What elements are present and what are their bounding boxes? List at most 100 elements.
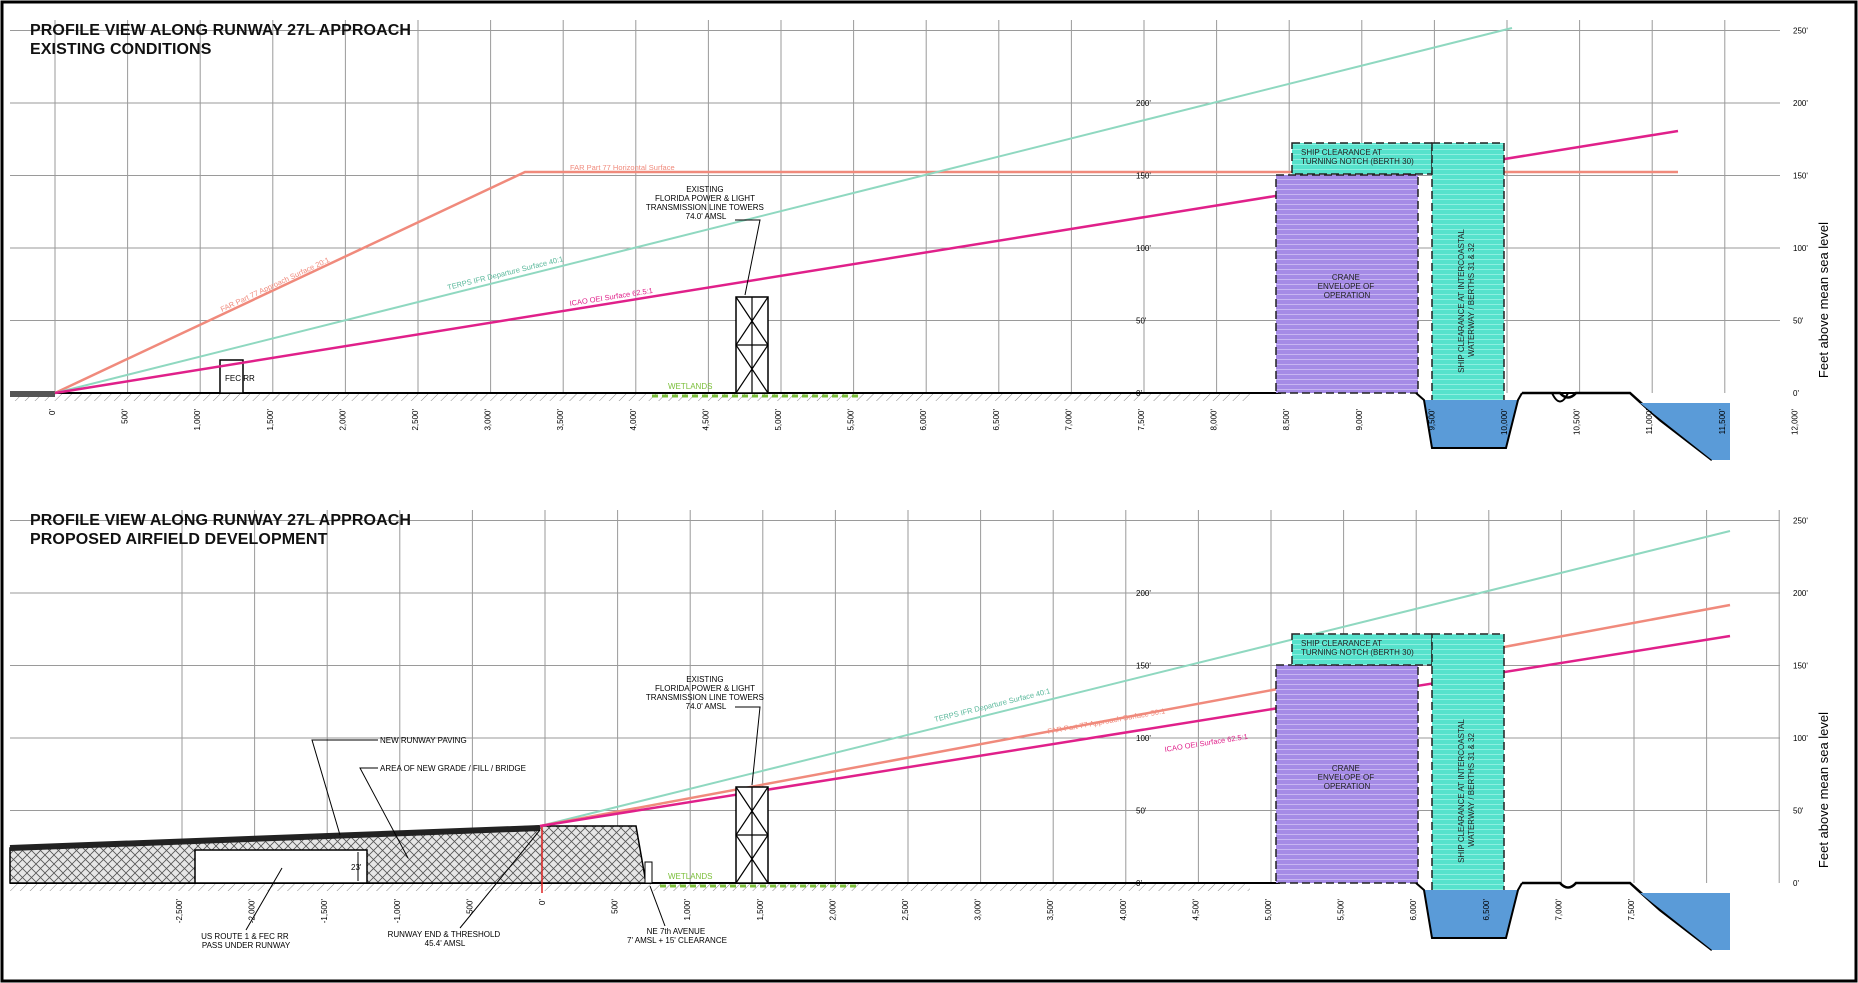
x-tick-label: 1,000': [683, 899, 692, 921]
mid-y-tick-label: 100': [1136, 734, 1151, 743]
x-tick-label: 4,500': [1191, 899, 1200, 921]
top-crane-envelope: [1275, 174, 1419, 394]
x-tick-label: 10,000': [1500, 409, 1509, 435]
bottom-ship-notch-label: SHIP CLEARANCE AT TURNING NOTCH (BERTH 3…: [1301, 639, 1414, 657]
top-ship-intercoastal: [1431, 142, 1505, 436]
x-tick-label: 1,000': [193, 409, 202, 431]
top-ship-notch-label: SHIP CLEARANCE AT TURNING NOTCH (BERTH 3…: [1301, 148, 1414, 166]
bottom-terps-surface: [539, 530, 1731, 827]
x-tick-label: 6,500': [992, 409, 1001, 431]
bottom-title-line2: PROPOSED AIRFIELD DEVELOPMENT: [30, 531, 328, 548]
top-panel: FEC RR FAR Part 77 Horizontal Surface FA…: [10, 20, 1831, 461]
top-tower-leader: [735, 219, 761, 296]
x-tick-label: 2,000': [338, 409, 347, 431]
bottom-tower-callout: EXISTING FLORIDA POWER & LIGHT TRANSMISS…: [646, 675, 766, 711]
x-tick-label: 500': [121, 409, 130, 424]
x-tick-label: 4,500': [701, 409, 710, 431]
x-tick-label: -1,000': [393, 899, 402, 924]
x-tick-label: -2,000': [248, 899, 257, 924]
bottom-x-ticks: -2,500' -2,000' -1,500' -1,000' -500' 0' 500' 1…: [175, 899, 1636, 924]
x-tick-label: -1,500': [320, 899, 329, 924]
y-tick-label: 250': [1793, 27, 1808, 36]
y-tick-label: 0': [1793, 389, 1799, 398]
bottom-title-line1: PROFILE VIEW ALONG RUNWAY 27L APPROACH: [30, 512, 412, 529]
bottom-wetlands-label: WETLANDS: [668, 872, 712, 881]
x-tick-label: 12,000': [1790, 409, 1799, 435]
x-tick-label: 11,000': [1645, 409, 1654, 435]
mid-y-tick-label: 0': [1136, 879, 1142, 888]
bottom-new-runway-paving: [9, 825, 541, 851]
mid-y-tick-label: 200': [1136, 589, 1151, 598]
bottom-crane-label: CRANE ENVELOPE OF OPERATION: [1318, 764, 1377, 791]
y-tick-label: 50': [1793, 807, 1804, 816]
x-tick-label: 9,000': [1355, 409, 1364, 431]
x-tick-label: 3,000': [974, 899, 983, 921]
top-ground-hatch: [10, 393, 1250, 401]
bottom-rwy-end-leader: [459, 829, 541, 929]
top-fec-rr-label: FEC RR: [225, 374, 255, 383]
bottom-ship-intercoastal-label: SHIP CLEARANCE AT INTERCOASTAL WATERWAY …: [1457, 717, 1476, 863]
x-tick-label: 1,500': [756, 899, 765, 921]
mid-y-tick-label: 50': [1136, 317, 1147, 326]
top-crane-label: CRANE ENVELOPE OF OPERATION: [1318, 273, 1377, 300]
bottom-ship-intercoastal: [1431, 633, 1505, 925]
x-tick-label: 5,000': [774, 409, 783, 431]
mid-y-tick-label: 200': [1136, 99, 1151, 108]
top-icao-label: ICAO OEI Surface 62.5:1: [569, 286, 654, 308]
mid-y-tick-label: 0': [1136, 389, 1142, 398]
bottom-grid: [10, 510, 1780, 883]
x-tick-label: 6,000': [1409, 899, 1418, 921]
bottom-tower-leader: [735, 706, 761, 786]
x-tick-label: 6,000': [919, 409, 928, 431]
top-transmission-tower: [735, 296, 769, 394]
bottom-new-grade-label: AREA OF NEW GRADE / FILL / BRIDGE: [380, 764, 526, 773]
top-channel-water: [1424, 400, 1518, 448]
top-terps-label: TERPS IFR Departure Surface 40:1: [446, 254, 564, 292]
bottom-ne7th-bridge: [644, 861, 653, 884]
bottom-y-axis-label: Feet above mean sea level: [1816, 712, 1831, 868]
y-tick-label: 50': [1793, 317, 1804, 326]
top-x-ticks: 0' 500' 1,000' 1,500' 2,000' 2,500' 3,000' 3,50…: [48, 409, 1799, 435]
mid-y-tick-label: 150': [1136, 662, 1151, 671]
bottom-new-paving-label: NEW RUNWAY PAVING: [380, 736, 467, 745]
x-tick-label: -2,500': [175, 899, 184, 924]
bottom-channel-outline: [1415, 882, 1523, 939]
bottom-terps-label: TERPS IFR Departure Surface 40:1: [933, 686, 1051, 724]
top-y-axis-label: Feet above mean sea level: [1816, 222, 1831, 378]
x-tick-label: 7,500': [1627, 899, 1636, 921]
bottom-us-route-leader: [245, 867, 283, 931]
x-tick-label: 3,500': [1046, 899, 1055, 921]
top-shore-line: [1522, 391, 1713, 461]
y-tick-label: 200': [1793, 99, 1808, 108]
y-tick-label: 200': [1793, 589, 1808, 598]
top-grid: [10, 20, 1780, 393]
bottom-mid-y-ticks: 0' 50' 100' 150' 200': [1136, 589, 1151, 888]
bottom-transmission-tower: [735, 786, 769, 884]
x-tick-label: 4,000': [629, 409, 638, 431]
x-tick-label: 0': [538, 899, 547, 905]
mid-y-tick-label: 50': [1136, 807, 1147, 816]
x-tick-label: 7,500': [1137, 409, 1146, 431]
top-wetlands-label: WETLANDS: [668, 382, 712, 391]
top-runway-end: [10, 391, 55, 397]
bottom-far-approach-label: FAR Part 77 Approach Surface 50:1: [1047, 706, 1166, 736]
x-tick-label: 500': [611, 899, 620, 914]
x-tick-label: 5,000': [1264, 899, 1273, 921]
top-far-approach-label: FAR Part 77 Approach Surface 20:1: [219, 255, 331, 314]
bottom-new-paving-leader: [311, 739, 378, 836]
mid-y-tick-label: 100': [1136, 244, 1151, 253]
bottom-shore-line: [1522, 881, 1713, 951]
y-tick-label: 0': [1793, 879, 1799, 888]
bottom-crane-envelope: [1275, 664, 1419, 884]
bottom-channel-water: [1424, 890, 1518, 938]
bottom-y-ticks: 0' 50' 100' 150' 200' 250': [1793, 517, 1808, 889]
bottom-new-grade-leader: [359, 767, 409, 859]
y-tick-label: 100': [1793, 734, 1808, 743]
y-tick-label: 150': [1793, 662, 1808, 671]
y-tick-label: 250': [1793, 517, 1808, 526]
bottom-us-route-underpass: [194, 849, 368, 884]
top-bay-water: [1640, 403, 1730, 460]
top-title-line2: EXISTING CONDITIONS: [30, 41, 212, 58]
